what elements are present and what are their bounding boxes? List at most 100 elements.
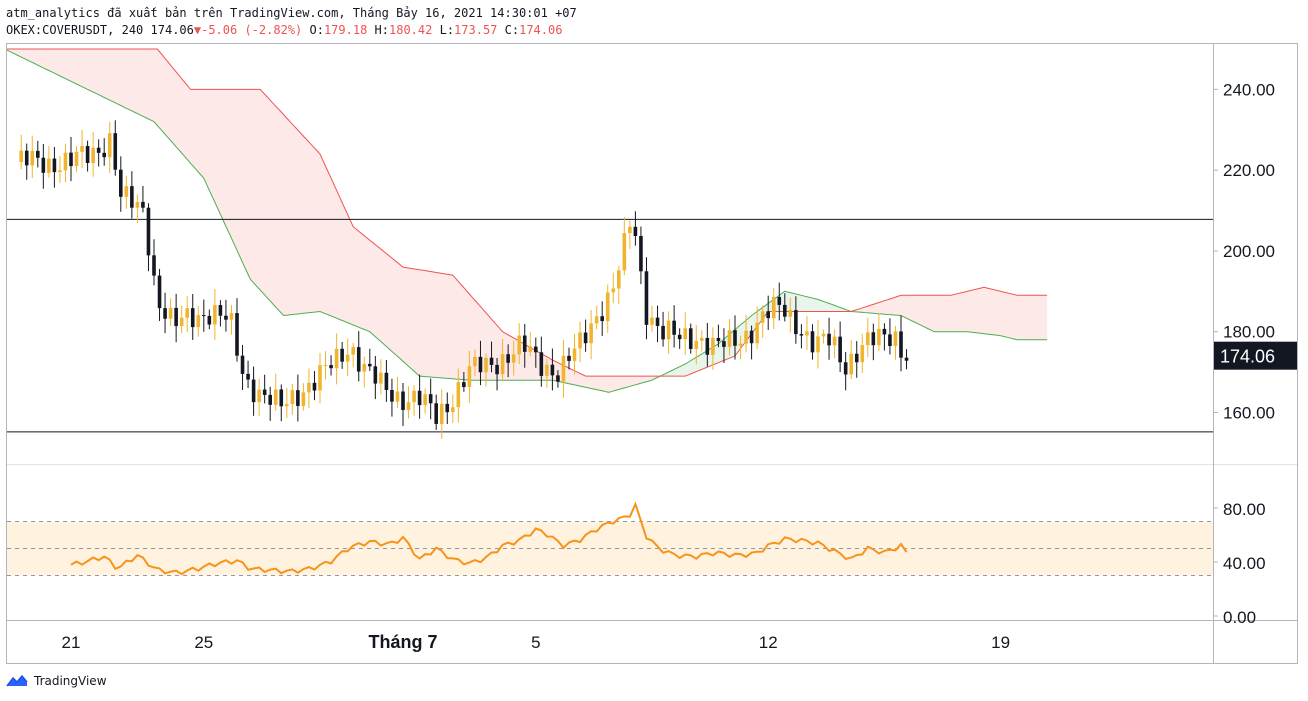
candle-bearish: [434, 403, 438, 424]
brand-name: TradingView: [34, 674, 107, 688]
candle-bullish: [578, 332, 582, 349]
price-change: -5.06 (-2.82%): [201, 23, 303, 37]
candle-bearish: [36, 150, 40, 158]
x-tick-label: 21: [62, 633, 81, 652]
candle-bullish: [727, 330, 732, 347]
ohlc-line: OKEX:COVERUSDT, 240 174.06 ▼-5.06 (-2.82%…: [6, 22, 577, 39]
candle-bullish: [561, 355, 566, 382]
candle-bullish: [63, 152, 68, 171]
candle-bearish: [794, 310, 798, 335]
candle-bearish: [373, 366, 378, 384]
candle-bullish: [451, 407, 455, 413]
candle-bullish: [456, 382, 461, 408]
candle-bearish: [843, 362, 848, 375]
open-label: O:: [309, 23, 324, 37]
candle-bullish: [124, 186, 129, 197]
candle-bearish: [871, 332, 876, 346]
rsi-tick-label: 40.00: [1223, 554, 1266, 573]
candle-bullish: [650, 317, 654, 325]
candle-bullish: [351, 347, 355, 355]
candle-bullish: [323, 365, 328, 367]
candle-bearish: [677, 334, 682, 340]
candle-bullish: [628, 226, 632, 234]
candle-bearish: [766, 311, 770, 319]
candle-bullish: [877, 328, 881, 346]
candle-bearish: [899, 331, 903, 358]
candle-bearish: [672, 320, 676, 335]
candle-bearish: [218, 305, 223, 316]
rsi-tick-label: 0.00: [1223, 608, 1256, 627]
candle-bearish: [583, 332, 588, 344]
candle-bearish: [567, 355, 571, 361]
candle-bullish: [473, 356, 477, 367]
candle-bullish: [484, 357, 488, 373]
x-tick-label: 12: [759, 633, 778, 652]
candle-bearish: [356, 347, 361, 372]
candle-bullish: [395, 391, 400, 402]
candle-bearish: [722, 341, 726, 347]
candle-bearish: [550, 364, 555, 376]
candle-bearish: [810, 331, 815, 353]
candle-bullish: [58, 170, 62, 173]
candle-bullish: [91, 147, 95, 163]
candle-bullish: [755, 322, 759, 344]
candle-bullish: [666, 320, 671, 340]
candle-bearish: [749, 330, 754, 344]
candle-bearish: [296, 390, 300, 406]
candle-bearish: [733, 330, 737, 346]
last-price-label: 174.06: [1220, 347, 1275, 367]
candle-bearish: [329, 365, 333, 369]
candle-bullish: [107, 133, 112, 158]
candle-bearish: [85, 146, 90, 163]
candle-bullish: [439, 403, 444, 424]
candle-bearish: [340, 348, 344, 362]
candle-bearish: [312, 382, 317, 391]
price-chart[interactable]: 240.00 220.00 200.00 180.00 160.00 174.06 80.0…: [7, 44, 1297, 663]
candle-bearish: [838, 336, 842, 363]
rsi-tick-label: 80.00: [1223, 500, 1266, 519]
y-tick-label: 180.00: [1223, 323, 1275, 342]
candle-bearish: [41, 157, 46, 173]
candle-bullish: [168, 307, 173, 319]
candle-bullish: [318, 365, 322, 391]
symbol-label: OKEX:COVERUSDT, 240: [6, 23, 144, 37]
y-tick-label: 160.00: [1223, 403, 1275, 422]
candle-bearish: [279, 389, 284, 407]
candle-bullish: [738, 343, 743, 346]
candle-bearish: [854, 353, 859, 363]
open-value: 179.18: [323, 23, 368, 37]
candle-bearish: [716, 337, 721, 342]
candle-bearish: [235, 313, 239, 356]
y-tick-label: 220.00: [1223, 161, 1275, 180]
x-tick-label: 19: [991, 633, 1010, 652]
candle-bullish: [412, 390, 416, 403]
candle-bearish: [152, 255, 156, 276]
candle-bullish: [179, 317, 184, 327]
close-value: 174.06: [519, 23, 563, 37]
x-tick-label: Tháng 7: [368, 632, 437, 652]
candle-bearish: [462, 382, 466, 388]
candle-bullish: [345, 354, 350, 362]
candle-bullish: [700, 337, 704, 341]
candle-bearish: [882, 328, 887, 335]
candle-bearish: [428, 394, 433, 404]
candle-bearish: [24, 150, 29, 166]
candle-bullish: [257, 389, 261, 403]
chart-frame[interactable]: 240.00 220.00 200.00 180.00 160.00 174.06 80.0…: [6, 43, 1298, 664]
candle-bearish: [113, 133, 118, 170]
candle-bearish: [268, 394, 272, 405]
candle-bearish: [688, 328, 693, 349]
candle-bullish: [866, 332, 870, 346]
high-label: H:: [374, 23, 389, 37]
candle-bullish: [285, 404, 289, 407]
down-triangle-icon: ▼: [193, 23, 202, 37]
candle-bullish: [893, 331, 898, 347]
cloud-span-a-line: [7, 49, 1048, 393]
candle-bullish: [74, 151, 79, 167]
candle-bearish: [251, 379, 256, 403]
candle-bullish: [744, 330, 748, 344]
candle-bullish: [290, 390, 295, 405]
candle-bearish: [799, 334, 804, 336]
candle-bearish: [827, 333, 831, 346]
candle-bullish: [213, 305, 217, 325]
